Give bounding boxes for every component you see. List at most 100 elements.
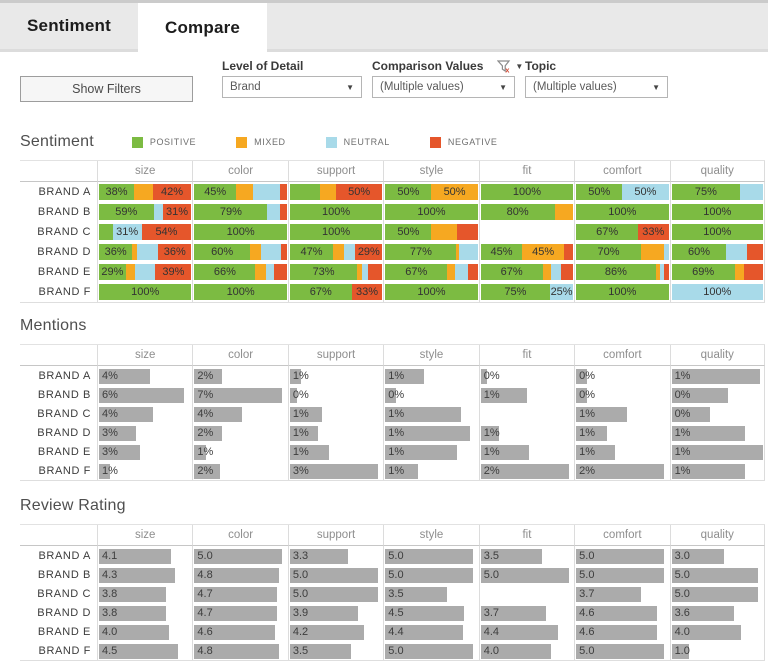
sentiment-bar-cell[interactable]: 77% <box>383 242 478 262</box>
rating-bar-cell[interactable]: 3.0 <box>669 546 765 565</box>
sentiment-bar-cell[interactable]: 100% <box>383 282 478 302</box>
sentiment-bar-cell[interactable]: 67% 33% <box>574 222 669 242</box>
sentiment-bar-cell[interactable]: 31% 54% <box>97 222 192 242</box>
mentions-bar-cell[interactable]: 3% <box>287 461 383 480</box>
mentions-bar-cell[interactable]: 7% <box>192 385 287 404</box>
sentiment-bar-cell[interactable]: 47% 29% <box>287 242 383 262</box>
mentions-bar-cell[interactable]: 0% <box>669 385 765 404</box>
mentions-bar-cell[interactable]: 1% <box>574 404 669 423</box>
sentiment-bar-cell[interactable]: 100% <box>669 282 765 302</box>
rating-bar-cell[interactable]: 5.0 <box>383 546 478 565</box>
sentiment-bar-cell[interactable]: 100% <box>574 202 669 222</box>
mentions-bar-cell[interactable]: 2% <box>574 461 669 480</box>
rating-bar-cell[interactable]: 4.4 <box>478 622 574 641</box>
rating-bar-cell[interactable]: 4.6 <box>192 622 287 641</box>
sentiment-bar-cell[interactable]: 66% <box>192 262 287 282</box>
rating-bar-cell[interactable]: 3.3 <box>287 546 383 565</box>
mentions-bar-cell[interactable]: 1% <box>383 461 478 480</box>
rating-bar-cell[interactable]: 4.7 <box>192 603 287 622</box>
sentiment-bar-cell[interactable]: 100% <box>192 222 287 242</box>
sentiment-bar-cell[interactable]: 36% 36% <box>97 242 192 262</box>
rating-bar-cell[interactable]: 3.6 <box>669 603 765 622</box>
sentiment-bar-cell[interactable]: 69% <box>669 262 765 282</box>
rating-bar-cell[interactable]: 5.0 <box>287 584 383 603</box>
mentions-bar-cell[interactable]: 3% <box>97 423 192 442</box>
sentiment-bar-cell[interactable]: 100% <box>97 282 192 302</box>
rating-bar-cell[interactable]: 3.8 <box>97 603 192 622</box>
sentiment-bar-cell[interactable]: 73% <box>287 262 383 282</box>
rating-bar-cell[interactable]: 4.7 <box>192 584 287 603</box>
mentions-bar-cell[interactable]: 2% <box>192 366 287 385</box>
mentions-bar-cell[interactable]: 1% <box>574 442 669 461</box>
mentions-bar-cell[interactable]: 1% <box>383 442 478 461</box>
sentiment-bar-cell[interactable]: 100% <box>287 222 383 242</box>
sentiment-bar-cell[interactable]: 29% 39% <box>97 262 192 282</box>
sentiment-bar-cell[interactable]: 80% <box>478 202 574 222</box>
rating-bar-cell[interactable]: 4.0 <box>669 622 765 641</box>
sentiment-bar-cell[interactable]: 50% 50% <box>383 182 478 202</box>
rating-bar-cell[interactable]: 4.1 <box>97 546 192 565</box>
rating-bar-cell[interactable]: 5.0 <box>383 565 478 584</box>
level-of-detail-select[interactable]: Brand ▼ <box>222 76 362 98</box>
rating-bar-cell[interactable]: 3.7 <box>478 603 574 622</box>
mentions-bar-cell[interactable]: 1% <box>383 423 478 442</box>
mentions-bar-cell[interactable]: 0% <box>574 385 669 404</box>
sentiment-bar-cell[interactable]: 100% <box>669 202 765 222</box>
rating-bar-cell[interactable]: 5.0 <box>669 565 765 584</box>
rating-bar-cell[interactable]: 5.0 <box>287 565 383 584</box>
sentiment-bar-cell[interactable]: 75% <box>669 182 765 202</box>
sentiment-bar-cell[interactable]: 100% <box>574 282 669 302</box>
mentions-bar-cell[interactable]: 4% <box>97 366 192 385</box>
mentions-bar-cell[interactable]: 1% <box>287 423 383 442</box>
comparison-values-select[interactable]: (Multiple values) ▼ <box>372 76 515 98</box>
mentions-bar-cell[interactable]: 1% <box>478 423 574 442</box>
rating-bar-cell[interactable]: 5.0 <box>192 546 287 565</box>
rating-bar-cell[interactable]: 4.2 <box>287 622 383 641</box>
sentiment-bar-cell[interactable]: 100% <box>669 222 765 242</box>
sentiment-bar-cell[interactable]: 50% <box>383 222 478 242</box>
rating-bar-cell[interactable]: 3.5 <box>478 546 574 565</box>
mentions-bar-cell[interactable]: 3% <box>97 442 192 461</box>
mentions-bar-cell[interactable]: 0% <box>287 385 383 404</box>
mentions-bar-cell[interactable]: 1% <box>97 461 192 480</box>
mentions-bar-cell[interactable]: 0% <box>574 366 669 385</box>
mentions-bar-cell[interactable]: 1% <box>287 366 383 385</box>
mentions-bar-cell[interactable]: 1% <box>669 366 765 385</box>
sentiment-bar-cell[interactable]: 60% <box>192 242 287 262</box>
mentions-bar-cell[interactable]: 1% <box>287 404 383 423</box>
mentions-bar-cell[interactable]: 1% <box>478 442 574 461</box>
mentions-bar-cell[interactable]: 4% <box>97 404 192 423</box>
mentions-bar-cell[interactable]: 2% <box>478 461 574 480</box>
mentions-bar-cell[interactable]: 1% <box>478 385 574 404</box>
mentions-bar-cell[interactable]: 6% <box>97 385 192 404</box>
rating-bar-cell[interactable]: 4.8 <box>192 565 287 584</box>
mentions-bar-cell[interactable]: 4% <box>192 404 287 423</box>
sentiment-bar-cell[interactable]: 59% 31% <box>97 202 192 222</box>
sentiment-bar-cell[interactable]: 38% 42% <box>97 182 192 202</box>
rating-bar-cell[interactable]: 3.5 <box>383 584 478 603</box>
clear-filter-control[interactable]: x ▼ <box>497 59 524 73</box>
sentiment-bar-cell[interactable]: 100% <box>287 202 383 222</box>
rating-bar-cell[interactable]: 5.0 <box>478 565 574 584</box>
rating-bar-cell[interactable]: 4.6 <box>574 622 669 641</box>
sentiment-bar-cell[interactable]: 50% 50% <box>574 182 669 202</box>
tab-sentiment[interactable]: Sentiment <box>27 16 111 35</box>
mentions-bar-cell[interactable]: 1% <box>287 442 383 461</box>
topic-select[interactable]: (Multiple values) ▼ <box>525 76 668 98</box>
sentiment-bar-cell[interactable]: 100% <box>192 282 287 302</box>
mentions-bar-cell[interactable]: 1% <box>383 404 478 423</box>
sentiment-bar-cell[interactable]: 60% <box>669 242 765 262</box>
mentions-bar-cell[interactable]: 0% <box>478 366 574 385</box>
rating-bar-cell[interactable]: 3.9 <box>287 603 383 622</box>
rating-bar-cell[interactable]: 5.0 <box>669 584 765 603</box>
chevron-down-icon[interactable]: ▼ <box>515 61 524 71</box>
mentions-bar-cell[interactable]: 1% <box>383 366 478 385</box>
mentions-bar-cell[interactable]: 0% <box>669 404 765 423</box>
sentiment-bar-cell[interactable]: 67% <box>478 262 574 282</box>
mentions-bar-cell[interactable]: 1% <box>669 423 765 442</box>
tab-compare[interactable]: Compare <box>137 3 268 52</box>
sentiment-bar-cell[interactable]: 100% <box>478 182 574 202</box>
mentions-bar-cell[interactable]: 0% <box>383 385 478 404</box>
rating-bar-cell[interactable]: 4.4 <box>383 622 478 641</box>
sentiment-bar-cell[interactable]: 45% 45% <box>478 242 574 262</box>
